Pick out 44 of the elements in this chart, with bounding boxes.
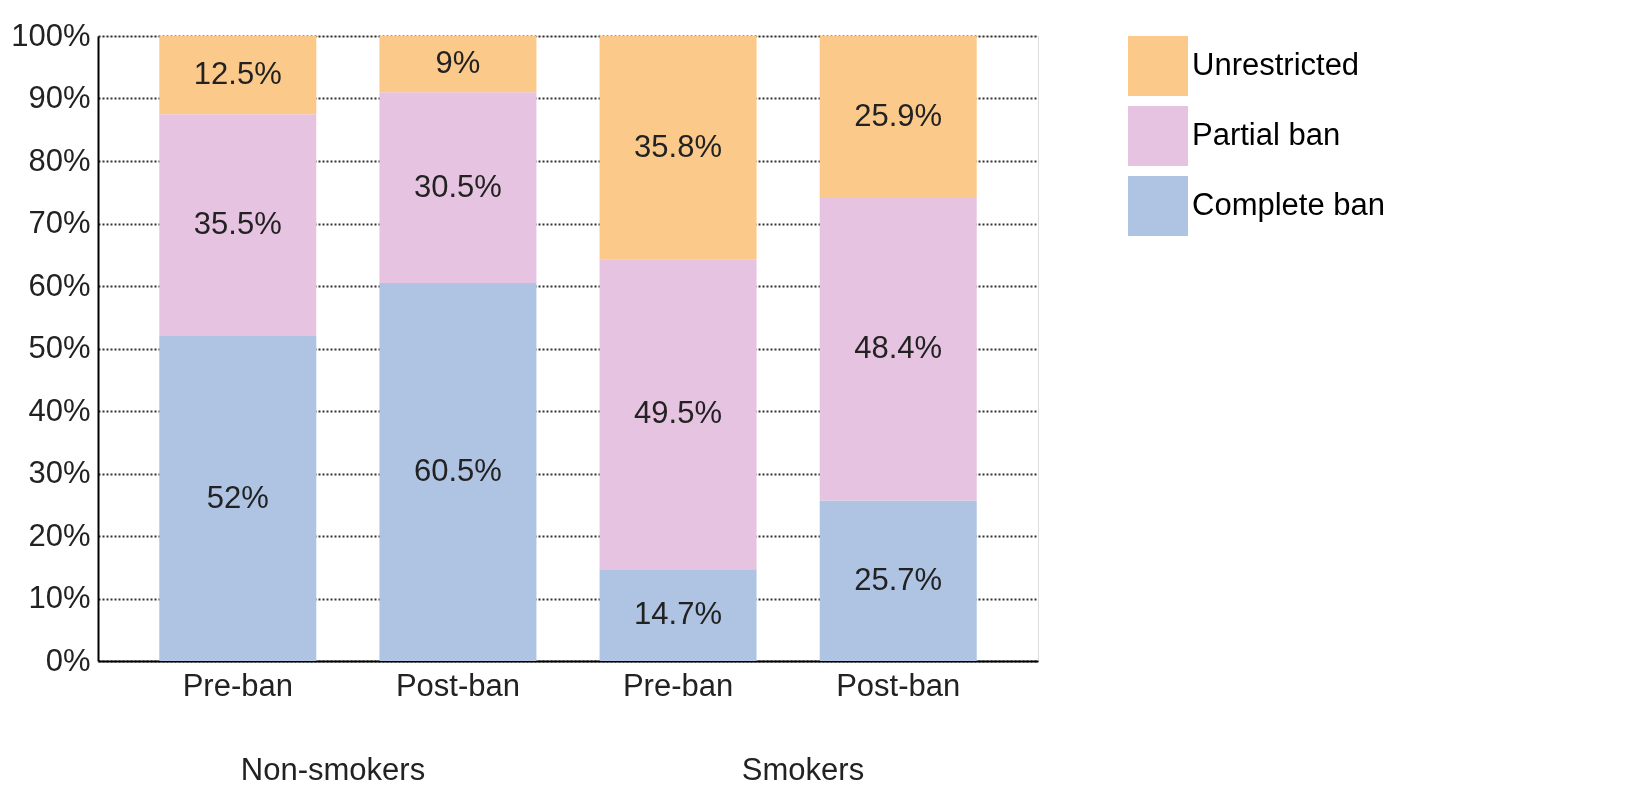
text: Smokers [741, 752, 865, 787]
bar [819, 36, 977, 198]
data-label: 60.5% [413, 452, 502, 488]
data-label: 52% [206, 479, 269, 515]
data-label: 12.5% [193, 56, 282, 92]
data-label: 35.5% [193, 206, 282, 242]
y-tick-label: 10% [28, 580, 91, 615]
data-label: 9% [435, 45, 481, 81]
text: Non-smokers [240, 752, 426, 787]
data-label: 25.9% [854, 97, 943, 133]
bar [379, 92, 537, 283]
bar [379, 36, 537, 93]
bar [159, 336, 317, 661]
y-tick-label: 80% [28, 142, 91, 178]
x-tick-label: Post-ban [836, 667, 961, 703]
legend-label: Unrestricted [1192, 47, 1360, 82]
y-tick-label: 70% [28, 205, 91, 240]
bar [599, 259, 757, 570]
data-label: 25.7% [854, 561, 943, 597]
legend-label: Partial ban [1192, 117, 1341, 152]
y-tick-label: 0% [45, 642, 91, 678]
bar [819, 197, 977, 501]
bar [379, 282, 537, 661]
legend-label: Complete ban [1192, 187, 1386, 222]
data-label: 49.5% [634, 395, 723, 431]
y-tick-label: 60% [28, 267, 91, 303]
data-label: 48.4% [854, 330, 943, 366]
y-tick-label: 20% [28, 517, 91, 553]
y-tick-label: 40% [28, 392, 91, 428]
bar [159, 36, 317, 115]
x-tick-label: Pre-ban [622, 667, 734, 703]
bar [599, 569, 757, 661]
data-label: 30.5% [413, 168, 502, 204]
y-tick-label: 50% [28, 330, 91, 365]
y-tick-label: 90% [28, 80, 91, 115]
data-label: 14.7% [634, 596, 723, 632]
data-label: 35.8% [634, 128, 723, 164]
y-tick-label: 100% [11, 17, 91, 53]
bar [819, 500, 977, 661]
y-tick-label: 30% [28, 455, 91, 490]
x-tick-label: Post-ban [395, 667, 520, 703]
x-tick-label: Pre-ban [182, 667, 293, 703]
bar [599, 36, 757, 260]
bar [159, 114, 317, 336]
